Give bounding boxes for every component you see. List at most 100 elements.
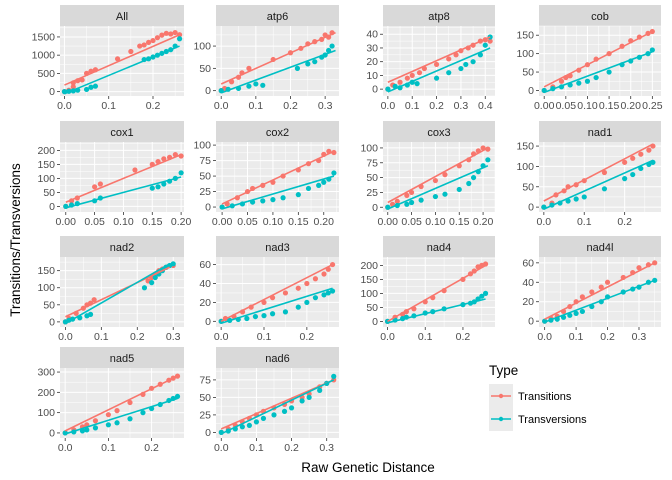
panel-marks-cob [541, 28, 655, 94]
transversions-point [458, 65, 464, 72]
y-tick-label: 50 [366, 302, 378, 314]
transversions-point [114, 420, 120, 426]
y-tick-label: 50 [43, 299, 55, 311]
transversions-point [299, 398, 305, 404]
y-tick-label: 0 [528, 316, 534, 328]
transversions-point [466, 180, 472, 187]
y-tick-label: 150 [37, 265, 55, 277]
y-tick-label: 25 [199, 409, 211, 421]
panel-marks-all [61, 29, 183, 95]
y-tick-label: 200 [360, 260, 378, 272]
strip-label-nad5: nad5 [110, 353, 134, 365]
transversions-point [155, 184, 161, 190]
transversions-point [485, 157, 491, 163]
y-tick-label: 100 [516, 161, 534, 173]
legend-title: Type [489, 363, 518, 378]
panel-cox2: cox2 0.00 0.05 0.10 0.15 0.20 0 25 50 75 100 [193, 121, 339, 228]
transversions-point [567, 312, 573, 318]
x-tick-label: 0.3 [319, 442, 334, 454]
transitions-fit-line [543, 143, 654, 202]
transversions-point [269, 311, 276, 317]
y-tick-label: 75 [366, 157, 378, 169]
x-tick-label: 0.05 [556, 100, 577, 112]
y-tick-label: 75 [199, 374, 211, 386]
panel-atp6: atp6 0.0 0.1 0.2 0.3 0 50 100 [193, 5, 339, 112]
x-tick-label: 0.3 [632, 331, 647, 343]
transitions-fit-line [387, 36, 491, 84]
strip-cox3 [383, 121, 495, 142]
x-tick-label: 0.05 [84, 216, 105, 228]
transversions-point [178, 170, 184, 176]
transversions-point [433, 75, 440, 81]
transversions-point [88, 84, 94, 90]
legend-item-transitions: Transitions [489, 384, 572, 408]
transitions-point [404, 192, 410, 198]
transitions-fit-line [65, 153, 182, 203]
y-tick-label: 75 [199, 155, 211, 167]
transitions-point [630, 155, 636, 161]
transversions-fit-line [220, 379, 335, 435]
x-tick-label: 0.1 [101, 100, 116, 112]
transitions-fit-line [65, 266, 170, 318]
y-tick-label: 40 [366, 29, 378, 41]
panel-bg-cox1 [60, 142, 184, 212]
transitions-fit-line [387, 264, 486, 323]
transitions-fit-line [221, 150, 335, 205]
transversions-fit-line [64, 45, 180, 95]
transitions-fit-line [220, 263, 333, 323]
y-tick-label: 50 [366, 172, 378, 184]
transversions-fit-line [64, 397, 178, 435]
transitions-point [404, 75, 410, 81]
panel-marks-cox2 [219, 148, 337, 210]
x-tick-label: 0.10 [425, 216, 446, 228]
x-tick-label: 0.0 [381, 100, 396, 112]
transitions-point [394, 198, 400, 204]
transversions-point [446, 70, 452, 76]
x-tick-label: 0.10 [263, 216, 284, 228]
y-tick-label: 60 [199, 259, 211, 271]
transversions-point [479, 293, 485, 299]
y-tick-label: 0 [205, 202, 211, 214]
transitions-fit-line [544, 262, 656, 320]
transversions-point [317, 387, 323, 393]
transversions-point [63, 203, 69, 209]
transitions-point [105, 412, 111, 418]
transversions-point [601, 186, 608, 192]
transitions-point [312, 276, 319, 282]
transversions-point [329, 43, 335, 49]
transversions-fit-line [220, 287, 333, 324]
transversions-point [170, 261, 176, 267]
panel-marks-cox3 [385, 145, 491, 210]
transversions-fit-line [387, 47, 491, 93]
panel-nad5: nad5 0.0 0.1 0.2 0 100 200 300 [37, 347, 184, 454]
x-tick-label: 0.25 [642, 100, 663, 112]
transitions-point [579, 294, 585, 300]
x-tick-label: 0.10 [113, 216, 134, 228]
x-tick-label: 0.00 [534, 100, 555, 112]
x-tick-label: 0.1 [249, 442, 264, 454]
x-tick-label: 0.3 [454, 100, 469, 112]
transversions-point [329, 288, 336, 294]
transversions-fit-line [387, 298, 486, 324]
transitions-point [558, 78, 565, 84]
y-tick-label: 25 [199, 186, 211, 198]
panel-nad3: nad3 0.0 0.1 0.2 0 20 40 60 [199, 236, 339, 343]
transversions-point [141, 285, 148, 291]
strip-cox2 [216, 121, 339, 142]
transversions-fit-line [221, 175, 335, 210]
legend-key-transversions-point [498, 416, 504, 422]
y-axis-title: Transitions/Transversions [8, 163, 23, 317]
panel-cox3: cox3 0.00 0.05 0.10 0.15 0.20 0 25 50 75 100 [360, 121, 496, 228]
x-tick-label: 0.10 [577, 100, 598, 112]
strip-nad6 [216, 347, 339, 368]
y-tick-label: 40 [522, 277, 534, 289]
y-tick-label: 50 [522, 67, 534, 79]
transversions-point [83, 86, 90, 93]
y-tick-label: 40 [199, 278, 211, 290]
transitions-point [598, 284, 604, 290]
transitions-point [638, 151, 644, 157]
transitions-fit-line [64, 375, 178, 432]
transitions-fit-line [64, 34, 180, 86]
transitions-point [168, 31, 174, 37]
